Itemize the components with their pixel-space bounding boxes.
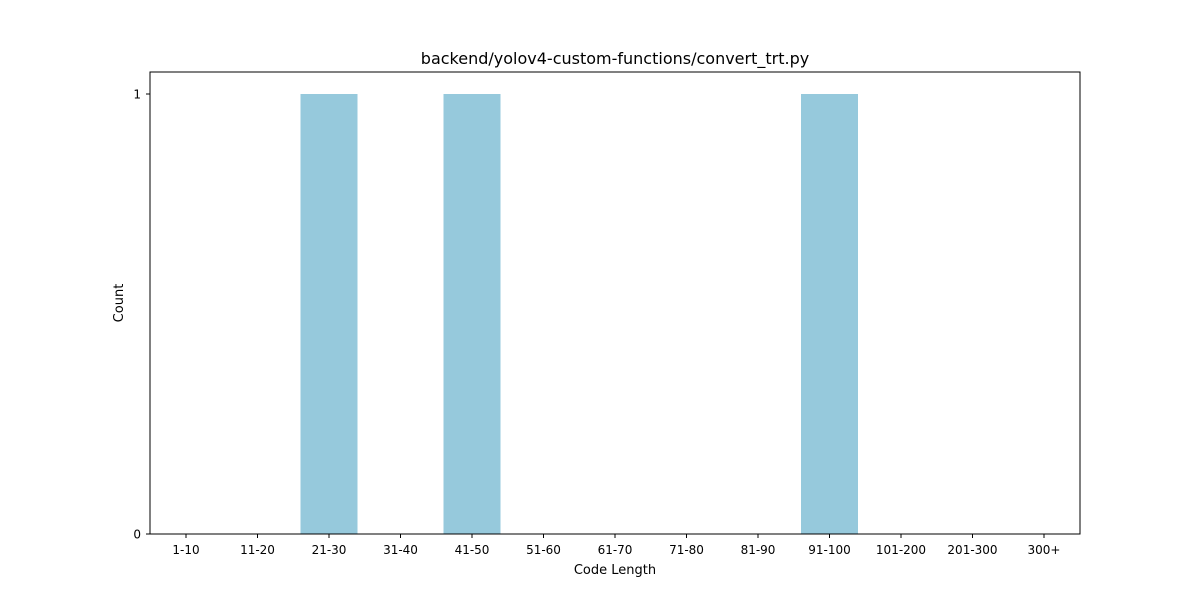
x-tick-label: 31-40: [383, 543, 418, 557]
chart-title: backend/yolov4-custom-functions/convert_…: [421, 49, 809, 69]
x-tick-label: 101-200: [876, 543, 926, 557]
x-axis-label: Code Length: [574, 563, 656, 578]
x-tick-label: 51-60: [526, 543, 561, 557]
bar-41-50: [443, 94, 501, 534]
x-tick-label: 201-300: [947, 543, 997, 557]
x-tick-label: 300+: [1028, 543, 1061, 557]
y-axis-label: Count: [112, 284, 127, 323]
bars-group: [300, 94, 858, 534]
x-tick-label: 1-10: [172, 543, 199, 557]
x-tick-label: 61-70: [598, 543, 633, 557]
bar-21-30: [300, 94, 358, 534]
x-tick-label: 91-100: [808, 543, 851, 557]
x-tick-label: 11-20: [240, 543, 275, 557]
bar-91-100: [801, 94, 858, 534]
x-tick-label: 41-50: [455, 543, 490, 557]
y-axis-ticks: 01: [133, 88, 150, 542]
y-tick-label: 0: [133, 528, 141, 542]
x-tick-label: 81-90: [741, 543, 776, 557]
y-tick-label: 1: [133, 88, 141, 102]
x-tick-label: 71-80: [669, 543, 704, 557]
x-tick-label: 21-30: [312, 543, 347, 557]
x-axis-ticks: 1-10 11-20 21-30 31-40 41-50 51-60 61-70 71-80 8…: [172, 534, 1060, 557]
